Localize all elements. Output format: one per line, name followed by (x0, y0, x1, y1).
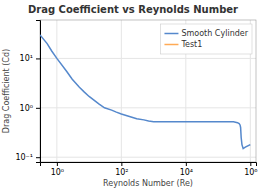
tick: 10² (115, 162, 128, 177)
tick: 10⁶ (244, 162, 257, 177)
plot: 10⁰ 10² 10⁴ 10⁶ 10⁻¹ 10⁰ 10¹ Smooth Cylinder Tes… (15, 20, 257, 177)
tick: 10¹ (20, 54, 40, 63)
tick-label: 10⁴ (180, 168, 193, 177)
tick-mark (57, 162, 58, 166)
grid-line (40, 58, 256, 59)
grid-line (40, 157, 256, 158)
tick-mark (36, 108, 40, 109)
tick-mark (121, 162, 122, 166)
legend: Smooth Cylinder Test1 (160, 24, 252, 54)
tick: 10⁴ (180, 162, 193, 177)
tick-mark (186, 162, 187, 166)
tick: 10⁰ (20, 104, 40, 113)
legend-swatch (164, 44, 178, 46)
tick-label: 10¹ (20, 54, 33, 63)
legend-swatch (164, 33, 178, 35)
tick-mark (250, 162, 251, 166)
tick-mark (36, 58, 40, 59)
tick-label: 10⁶ (244, 168, 257, 177)
grid-line (121, 20, 122, 162)
y-axis: 10⁻¹ 10⁰ 10¹ (15, 21, 40, 163)
x-axis-title: Reynolds Number (Re) (103, 179, 193, 188)
tick: 10⁻¹ (15, 153, 40, 162)
title: Drag Coefficient vs Reynolds Number (28, 4, 238, 15)
grid (40, 20, 256, 162)
tick: 10⁰ (51, 162, 64, 177)
y-axis-title: Drag Coefficient (Cd) (2, 49, 11, 133)
plot-frame (40, 20, 256, 162)
tick-label: 10⁰ (51, 168, 64, 177)
grid-line (56, 20, 57, 162)
x-axis: 10⁰ 10² 10⁴ 10⁶ (41, 162, 258, 177)
legend-box (160, 24, 252, 54)
axis-line (41, 163, 257, 167)
legend-label: Test1 (180, 40, 202, 49)
tick-label: 10⁻¹ (15, 153, 33, 162)
grid-line (40, 107, 256, 108)
axis-line (36, 21, 41, 163)
tick-label: 10⁰ (20, 104, 33, 113)
legend-label: Smooth Cylinder (181, 29, 248, 38)
chart: 10⁰ 10² 10⁴ 10⁶ 10⁻¹ 10⁰ 10¹ Smooth Cylinder Tes… (0, 0, 266, 190)
tick-label: 10² (115, 168, 128, 177)
tick-mark (36, 157, 40, 158)
